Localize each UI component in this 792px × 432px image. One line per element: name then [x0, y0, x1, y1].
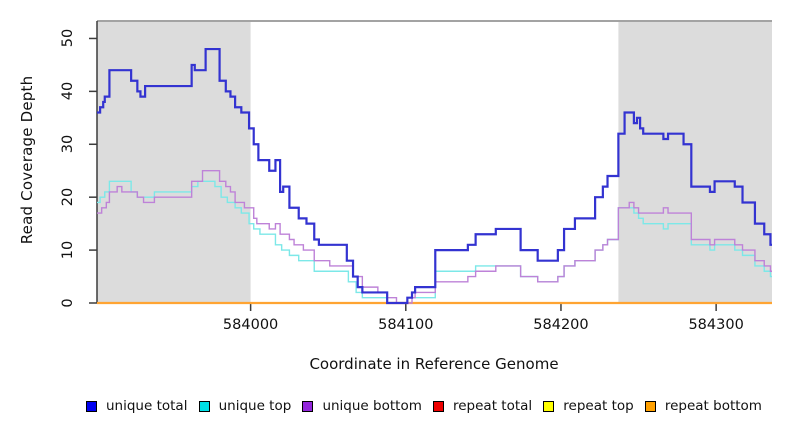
legend-label: unique total	[106, 398, 188, 414]
y-tick-label: 50	[60, 29, 76, 48]
legend-label: repeat bottom	[664, 398, 762, 414]
y-tick-label: 10	[60, 240, 76, 260]
legend-swatch	[644, 400, 656, 412]
y-tick-label: 30	[60, 135, 76, 154]
x-axis-title: Coordinate in Reference Genome	[309, 355, 559, 373]
legend-item-repeat-bottom: repeat bottom	[644, 398, 762, 414]
x-tick-label: 584300	[688, 317, 744, 333]
series-line-unique-total	[97, 47, 772, 305]
shaded-region	[618, 21, 772, 304]
legend: unique total unique top unique bottom repea…	[86, 396, 762, 416]
legend-item-repeat-top: repeat top	[543, 398, 634, 414]
x-tick-label: 584000	[222, 317, 279, 333]
legend-swatch	[432, 400, 444, 412]
legend-item-unique-bottom: unique bottom	[302, 398, 422, 414]
y-tick-label: 40	[60, 82, 76, 101]
legend-item-repeat-total: repeat total	[432, 398, 533, 414]
legend-label: repeat top	[563, 398, 634, 414]
shaded-region	[97, 21, 251, 304]
y-tick-label: 0	[60, 298, 76, 308]
series-line-unique-bottom	[97, 170, 772, 304]
legend-swatch	[302, 400, 314, 412]
legend-swatch	[198, 400, 210, 412]
y-tick-label: 20	[60, 187, 76, 207]
legend-item-unique-total: unique total	[86, 398, 187, 414]
legend-item-unique-top: unique top	[198, 398, 292, 414]
x-tick-label: 584200	[533, 317, 589, 333]
legend-swatch	[86, 400, 97, 412]
legend-label: unique top	[218, 398, 292, 414]
legend-label: repeat total	[452, 398, 533, 414]
legend-swatch	[543, 400, 555, 412]
x-tick-label: 584100	[378, 317, 434, 333]
y-axis-title: Read Coverage Depth	[18, 75, 36, 245]
legend-label: unique bottom	[322, 398, 422, 414]
